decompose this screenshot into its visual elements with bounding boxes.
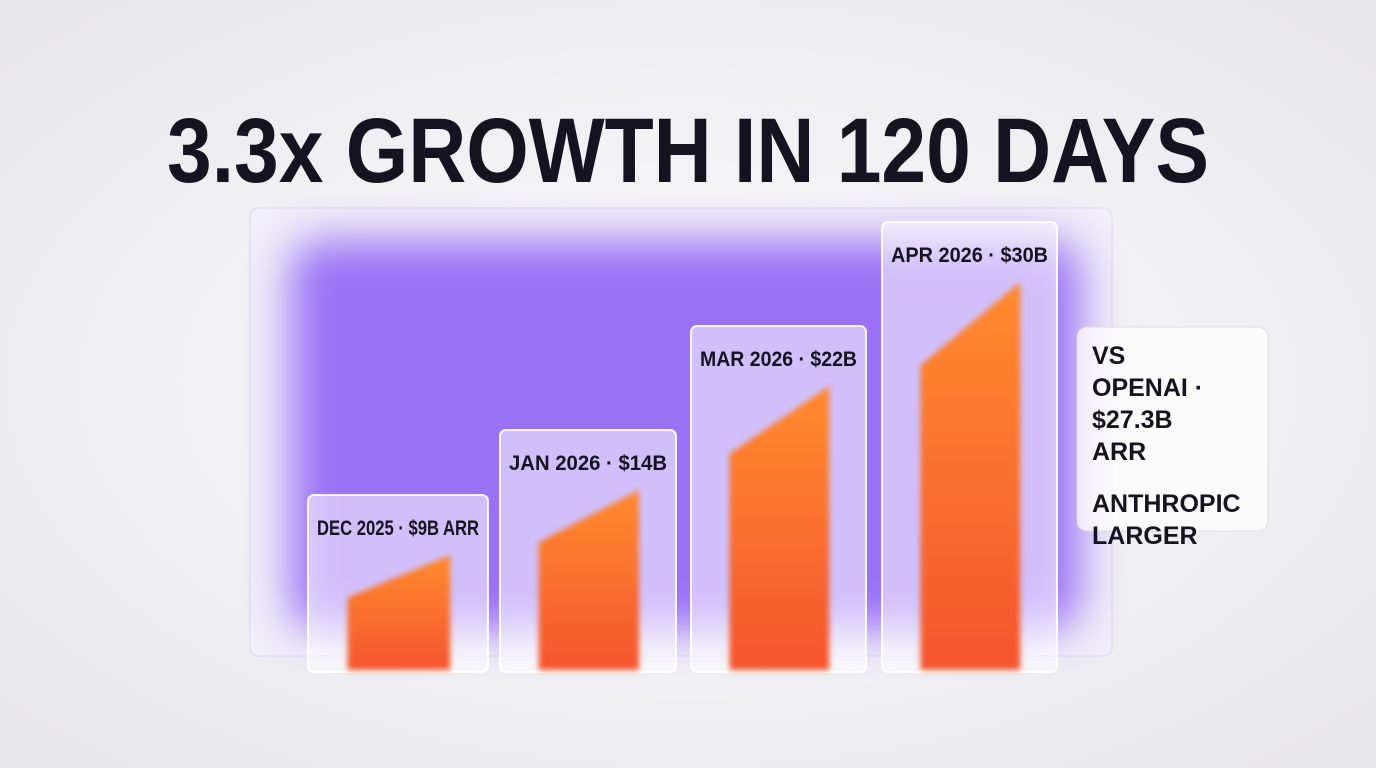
bar-label: MAR 2026 · $22B [700,348,857,371]
bar [347,555,451,670]
bar-label: APR 2026 · $30B [891,244,1048,267]
chart-title: 3.3x GROWTH IN 120 DAYS [167,100,1209,202]
callout-box [1076,326,1269,532]
bar [729,386,830,670]
annotation: ANTHROPIC LARGER [1092,490,1241,550]
bar [538,490,640,670]
annotation: VS OPENAI · $27.3B ARR [1092,342,1203,466]
bar-label: DEC 2025 · $9B ARR [317,517,479,540]
bar-label: JAN 2026 · $14B [509,452,667,475]
bar [920,282,1021,670]
